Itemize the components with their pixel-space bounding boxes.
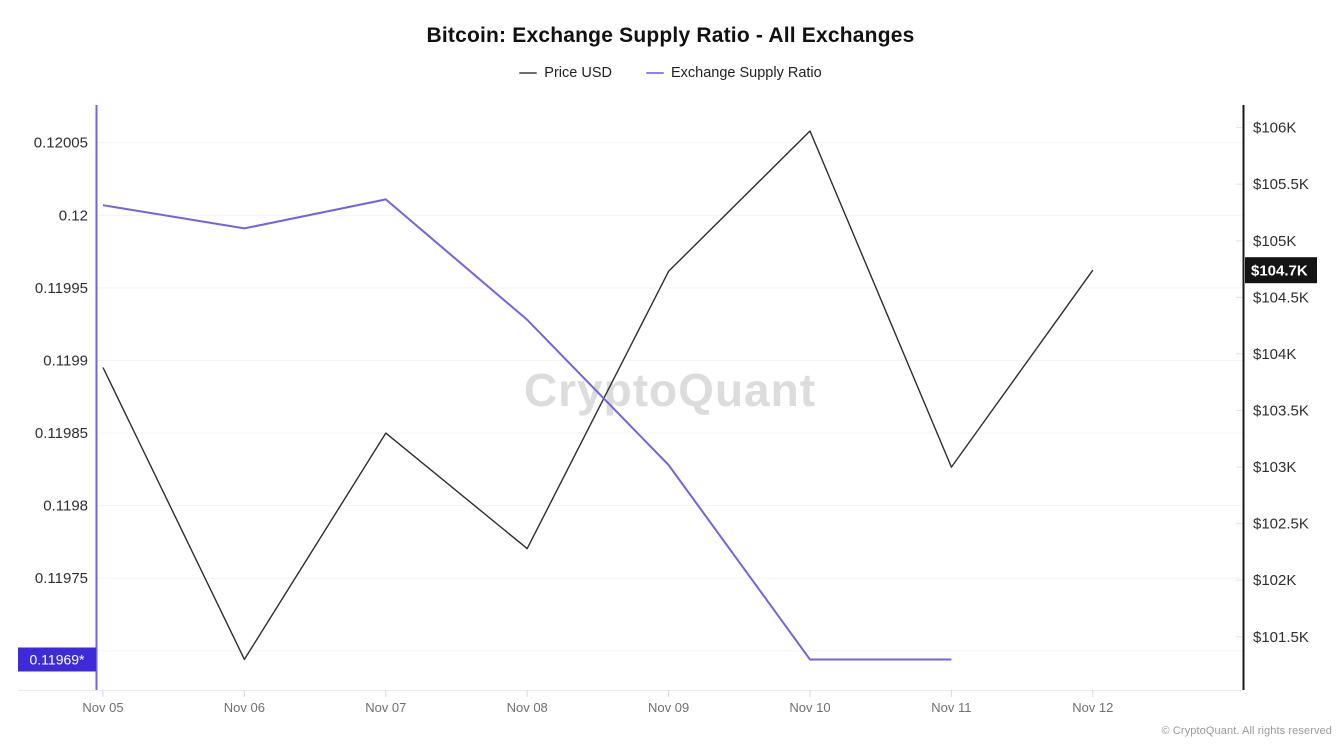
chart-legend: Price USD Exchange Supply Ratio (0, 65, 1341, 81)
right-axis-label: $102.5K (1253, 516, 1309, 533)
legend-label: Exchange Supply Ratio (670, 65, 822, 81)
x-axis-label: Nov 12 (1072, 700, 1113, 715)
legend-swatch-exchange-supply-ratio (645, 71, 664, 75)
left-axis-label: 0.1198 (43, 498, 88, 515)
price-current-value-label: $104.7K (1251, 263, 1308, 280)
left-axis-label: 0.12005 (34, 135, 88, 152)
right-axis-label: $104K (1253, 346, 1296, 363)
x-axis-label: Nov 06 (224, 700, 265, 715)
left-axis-label: 0.1199 (43, 353, 88, 370)
copyright-footer: © CryptoQuant. All rights reserved (1161, 725, 1332, 737)
right-axis-label: $106K (1253, 120, 1296, 137)
ratio-current-value-label: 0.11969* (29, 652, 85, 668)
x-axis-label: Nov 09 (648, 700, 689, 715)
right-axis-label: $103.5K (1253, 403, 1309, 420)
x-axis-label: Nov 08 (507, 700, 548, 715)
ratio-current-value-badge (18, 647, 96, 672)
left-axis-label: 0.12 (59, 207, 88, 224)
left-axis-label: 0.11985 (35, 425, 88, 442)
left-axis-label: 0.11995 (35, 280, 88, 297)
legend-swatch-price-usd (519, 71, 538, 75)
series-line-price-usd (102, 130, 1094, 661)
cryptoquant-watermark: CryptoQuant (524, 364, 816, 416)
legend-item-price-usd[interactable]: Price USD (519, 65, 612, 81)
right-axis-label: $105K (1253, 233, 1296, 250)
x-axis-label: Nov 07 (365, 700, 406, 715)
legend-label: Price USD (544, 65, 612, 81)
left-axis-label: 0.11975 (35, 570, 88, 587)
x-axis-label: Nov 05 (82, 700, 123, 715)
legend-item-exchange-supply-ratio[interactable]: Exchange Supply Ratio (645, 65, 822, 81)
x-axis-label: Nov 11 (931, 700, 971, 715)
right-axis-label: $103K (1253, 459, 1296, 476)
right-axis-label: $101.5K (1253, 629, 1309, 646)
chart-title: Bitcoin: Exchange Supply Ratio - All Exc… (426, 24, 915, 47)
x-axis-label: Nov 10 (789, 700, 830, 715)
right-axis-label: $104.5K (1253, 289, 1309, 306)
right-axis-label: $105.5K (1253, 176, 1309, 193)
series-line-exchange-supply-ratio (102, 198, 952, 661)
right-axis-label: $102K (1253, 572, 1296, 589)
price-current-value-badge (1245, 257, 1317, 284)
